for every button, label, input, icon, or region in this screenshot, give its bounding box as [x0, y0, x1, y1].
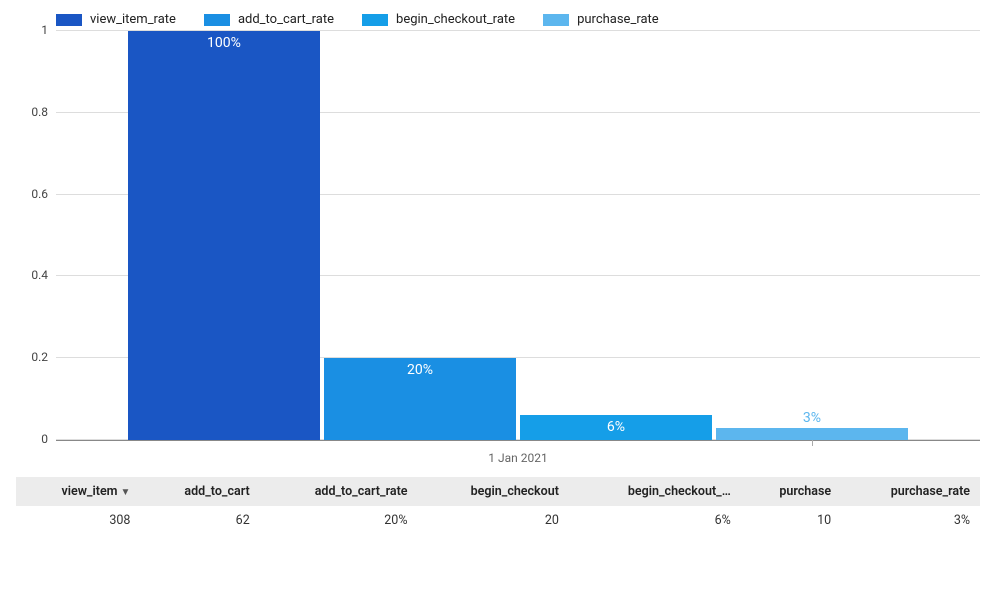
report-container: view_item_rate add_to_cart_rate begin_ch…: [0, 0, 996, 543]
legend-swatch: [543, 14, 569, 26]
sort-desc-icon: ▼: [121, 487, 131, 498]
y-tick-label: 0.8: [16, 105, 48, 119]
cell-begin-checkout: 20: [418, 506, 569, 535]
legend-swatch: [204, 14, 230, 26]
bar-view-item-rate[interactable]: 100%: [128, 31, 320, 440]
y-tick-label: 1: [16, 23, 48, 37]
legend-item-add-to-cart-rate[interactable]: add_to_cart_rate: [204, 12, 334, 27]
table-row[interactable]: 308 62 20% 20 6% 10 3%: [16, 506, 980, 535]
bar-begin-checkout-rate[interactable]: 6%: [520, 415, 712, 440]
y-tick-label: 0: [16, 432, 48, 446]
table-body: 308 62 20% 20 6% 10 3%: [16, 506, 980, 535]
bar-slot: 3%: [714, 31, 910, 440]
chart-plot: 0 0.2 0.4 0.6 0.8 1 100% 20%: [56, 31, 980, 441]
cell-purchase-rate: 3%: [841, 506, 980, 535]
legend-label: view_item_rate: [90, 12, 176, 27]
col-header-purchase-rate[interactable]: purchase_rate: [841, 477, 980, 506]
table-header: view_item▼ add_to_cart add_to_cart_rate …: [16, 477, 980, 506]
col-header-add-to-cart[interactable]: add_to_cart: [140, 477, 259, 506]
bars-container: 100% 20% 6% 3%: [56, 31, 980, 440]
chart-area: 0 0.2 0.4 0.6 0.8 1 100% 20%: [16, 31, 980, 471]
legend-label: begin_checkout_rate: [396, 12, 515, 27]
legend-swatch: [56, 14, 82, 26]
bar-add-to-cart-rate[interactable]: 20%: [324, 358, 516, 440]
cell-add-to-cart-rate: 20%: [260, 506, 418, 535]
bar-label: 3%: [803, 410, 821, 426]
legend-item-view-item-rate[interactable]: view_item_rate: [56, 12, 176, 27]
bar-label: 100%: [207, 35, 241, 51]
legend-label: add_to_cart_rate: [238, 12, 334, 27]
bar-slot: 6%: [518, 31, 714, 440]
legend-item-purchase-rate[interactable]: purchase_rate: [543, 12, 659, 27]
data-table: view_item▼ add_to_cart add_to_cart_rate …: [16, 477, 980, 535]
bar-label: 6%: [607, 419, 625, 435]
table-header-row: view_item▼ add_to_cart add_to_cart_rate …: [16, 477, 980, 506]
legend-item-begin-checkout-rate[interactable]: begin_checkout_rate: [362, 12, 515, 27]
bar-purchase-rate[interactable]: 3%: [716, 428, 908, 440]
cell-purchase: 10: [741, 506, 841, 535]
cell-begin-checkout-rate: 6%: [569, 506, 741, 535]
col-header-add-to-cart-rate[interactable]: add_to_cart_rate: [260, 477, 418, 506]
legend-swatch: [362, 14, 388, 26]
y-tick-label: 0.2: [16, 350, 48, 364]
col-header-begin-checkout[interactable]: begin_checkout: [418, 477, 569, 506]
chart-legend: view_item_rate add_to_cart_rate begin_ch…: [16, 8, 980, 31]
bar-slot: 100%: [126, 31, 322, 440]
x-tick-mark: [812, 440, 813, 446]
col-header-purchase[interactable]: purchase: [741, 477, 841, 506]
x-axis-label: 1 Jan 2021: [56, 451, 980, 465]
y-tick-label: 0.6: [16, 187, 48, 201]
cell-view-item: 308: [16, 506, 140, 535]
bar-slot: 20%: [322, 31, 518, 440]
bar-label: 20%: [407, 362, 433, 378]
col-header-label: view_item: [61, 484, 117, 499]
y-tick-label: 0.4: [16, 268, 48, 282]
col-header-begin-checkout-rate[interactable]: begin_checkout_…: [569, 477, 741, 506]
cell-add-to-cart: 62: [140, 506, 259, 535]
col-header-view-item[interactable]: view_item ▼: [16, 477, 140, 506]
legend-label: purchase_rate: [577, 12, 659, 27]
